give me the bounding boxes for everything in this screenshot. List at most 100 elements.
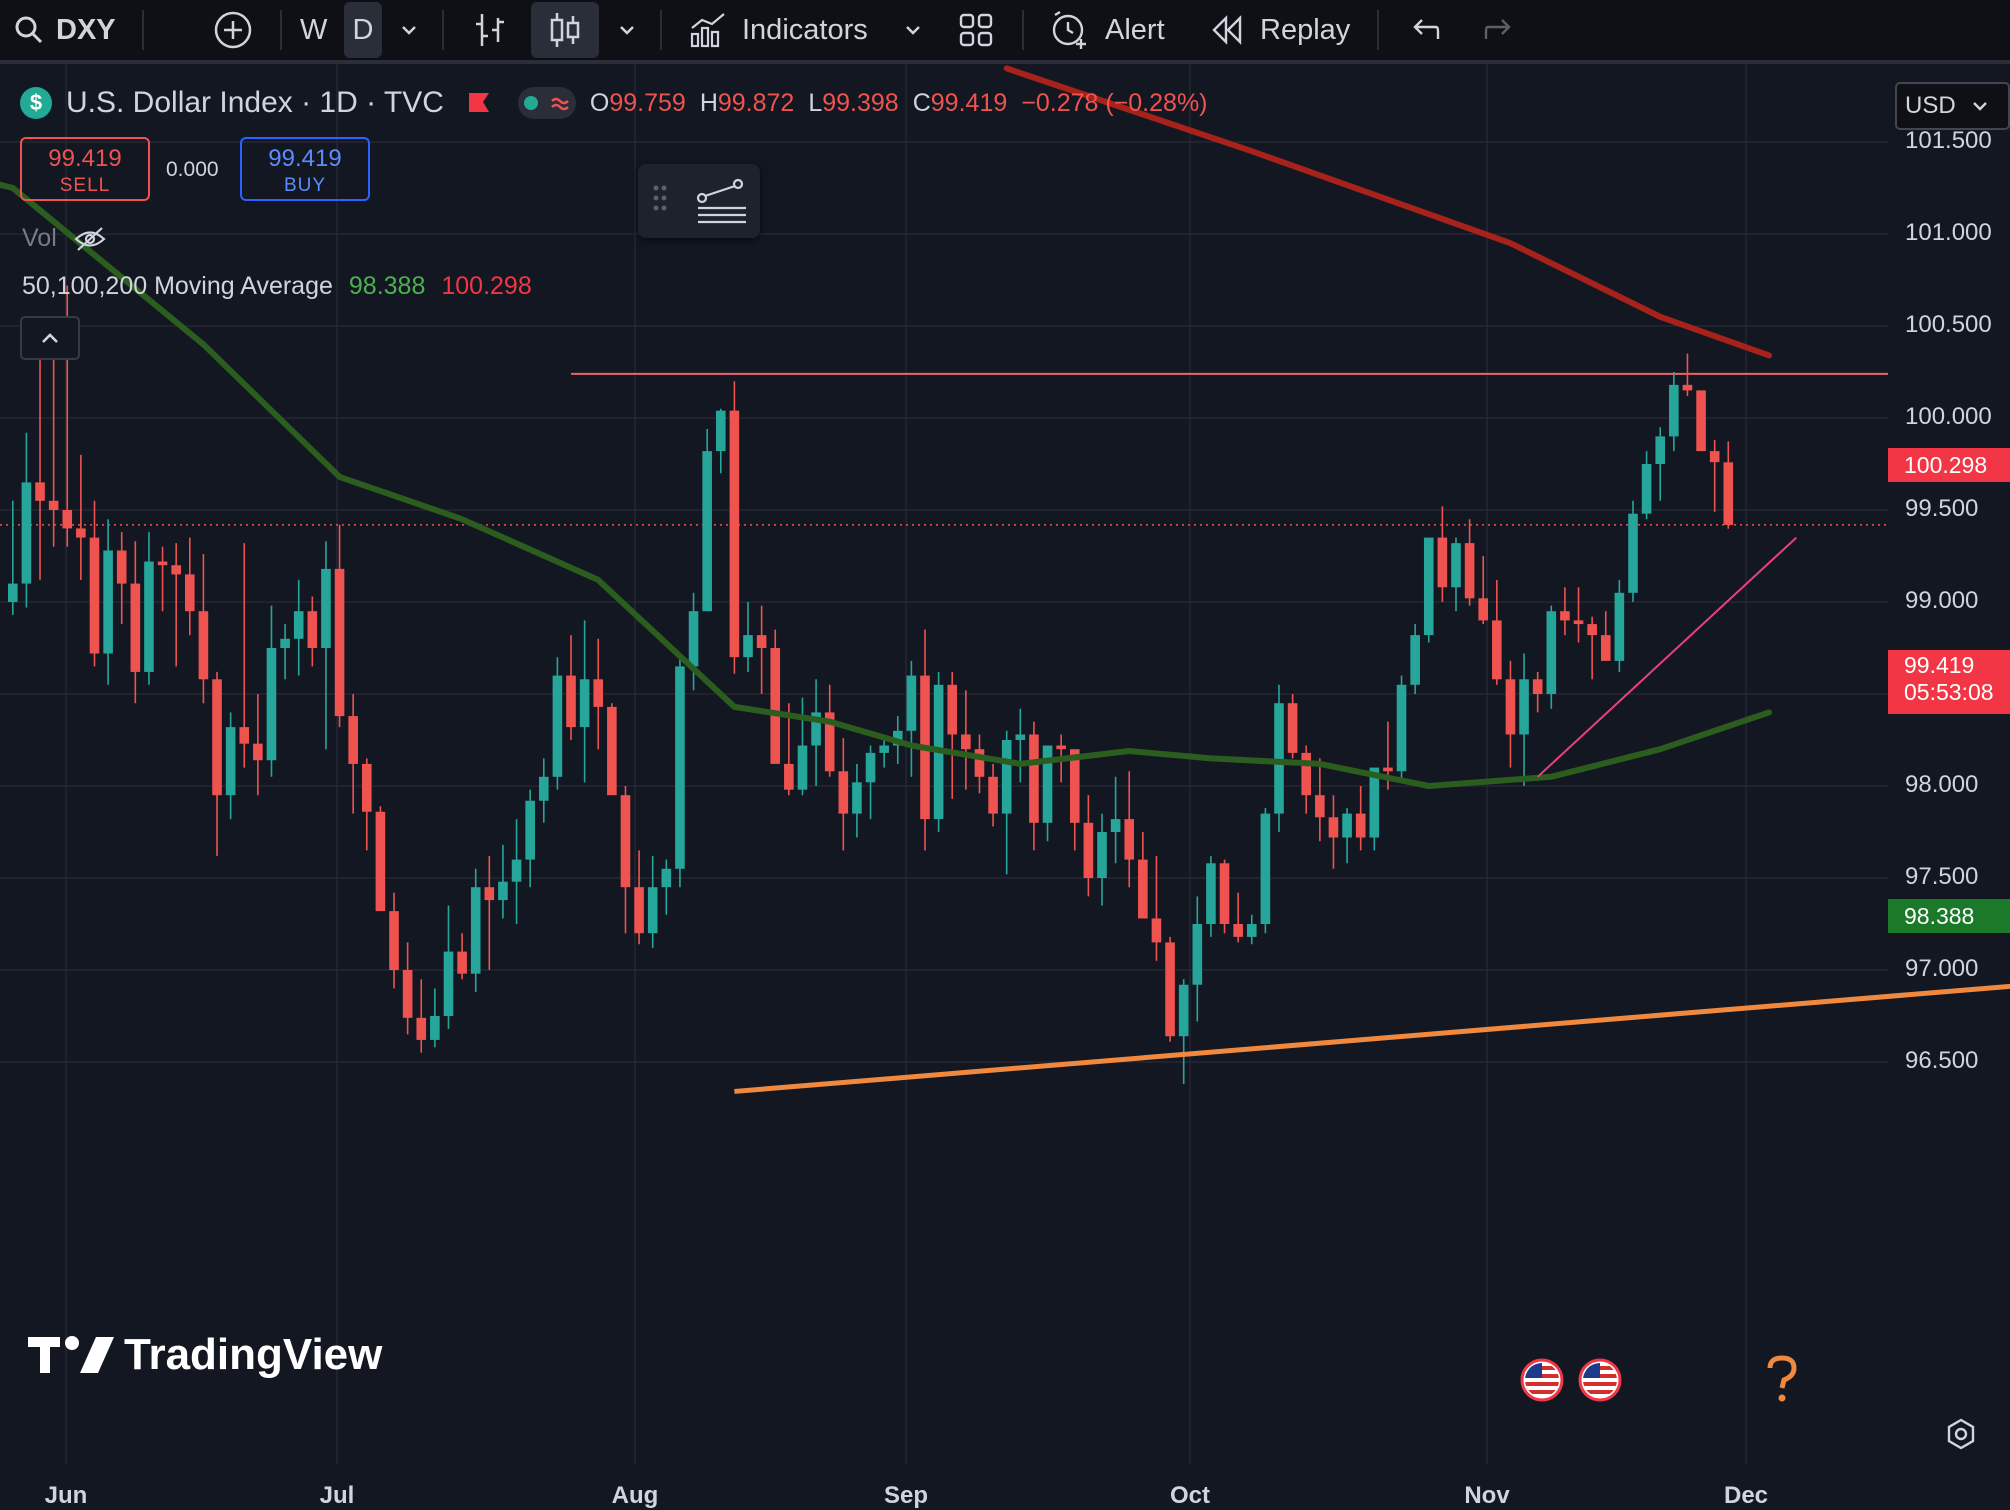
floating-drawing-toolbar[interactable] [638, 164, 760, 238]
indicators-button[interactable]: Indicators [688, 0, 868, 60]
candle-body [361, 763, 372, 812]
alert-button[interactable]: Alert [1049, 0, 1165, 60]
interval-weekly[interactable]: W [300, 0, 327, 60]
toolbar-divider [280, 10, 282, 50]
interval-weekly-label: W [300, 13, 328, 46]
candle [1301, 745, 1312, 814]
eye-hidden-icon[interactable] [73, 226, 107, 252]
last-price-tag: 99.419 05:53:08 [1888, 650, 2010, 714]
toolbar-divider [1377, 10, 1379, 50]
candle-body [1342, 813, 1352, 838]
sell-button[interactable]: 99.419 SELL [20, 137, 150, 201]
candle [498, 844, 508, 919]
candle-body [511, 859, 522, 882]
candle-body [906, 675, 917, 731]
price-axis-label: 101.000 [1905, 219, 1992, 246]
candle-body [443, 951, 454, 1016]
economic-events[interactable] [1520, 1358, 1622, 1402]
candle-body [1464, 543, 1475, 599]
price-axis-label: 96.500 [1905, 1047, 1979, 1074]
candle [824, 684, 835, 777]
interval-daily[interactable]: D [344, 2, 382, 58]
candle-body [1206, 863, 1216, 924]
us-flag-icon[interactable] [1578, 1358, 1622, 1402]
candle [239, 543, 250, 768]
redo-button[interactable] [1482, 0, 1516, 60]
replay-button[interactable]: Replay [1210, 0, 1350, 60]
chart-type-dropdown[interactable] [616, 0, 638, 60]
high-value: 99.872 [717, 88, 795, 117]
candle [171, 543, 181, 667]
tradingview-watermark: TradingView [26, 1330, 382, 1380]
candle-body [225, 727, 236, 796]
candle-body [1451, 543, 1461, 588]
candle [1206, 855, 1216, 937]
candle [1655, 427, 1666, 501]
candle-body [688, 611, 699, 667]
indicators-dropdown[interactable] [902, 0, 924, 60]
candle [1478, 556, 1489, 625]
candle-body [198, 611, 209, 680]
candle [253, 694, 263, 796]
candle-body [811, 712, 821, 746]
candle-body [8, 583, 18, 602]
symbol-search[interactable]: DXY [14, 0, 116, 60]
candle [361, 758, 372, 851]
candle [484, 855, 495, 970]
candle-body [1587, 624, 1597, 636]
price-axis-label: 100.500 [1905, 311, 1992, 338]
candle [1410, 624, 1420, 694]
close-label: C [912, 88, 931, 117]
compare-symbol-button[interactable] [213, 0, 253, 60]
toolbar-divider [142, 10, 144, 50]
trend-line-tool-icon[interactable] [694, 176, 750, 226]
undo-button[interactable] [1408, 0, 1442, 60]
price-chart[interactable] [0, 64, 2010, 1472]
collapse-legend-button[interactable] [20, 316, 80, 360]
settings-gear-icon[interactable] [1944, 1417, 1978, 1451]
reference-lines [0, 372, 1888, 526]
candle-body [1696, 390, 1706, 452]
candle [675, 653, 685, 888]
chart-area[interactable]: $ U.S. Dollar Index · 1D · TVC O 99.759 H… [0, 64, 2010, 1509]
legend-main: $ U.S. Dollar Index · 1D · TVC O 99.759 H… [20, 86, 1208, 120]
layout-templates-button[interactable] [958, 0, 994, 60]
market-status-pill[interactable] [517, 87, 576, 119]
candle [1464, 519, 1475, 606]
add-circle-icon [214, 11, 252, 49]
last-price: 99.419 [1904, 652, 1975, 678]
currency-selector[interactable]: USD [1895, 82, 2010, 130]
candle-body [661, 868, 672, 888]
candle-body [538, 776, 549, 801]
chart-title[interactable]: U.S. Dollar Index · 1D · TVC [66, 86, 444, 119]
buy-button[interactable]: 99.419 BUY [240, 137, 370, 201]
moving-average-legend[interactable]: 50,100,200 Moving Average 98.388 100.298 [22, 272, 532, 301]
candle [1696, 390, 1706, 452]
volume-legend[interactable]: Vol [22, 224, 107, 253]
candle-body [1178, 984, 1189, 1037]
replay-label: Replay [1260, 13, 1351, 46]
chevron-up-icon [42, 333, 58, 343]
candle [1709, 440, 1720, 512]
candle [1519, 653, 1529, 786]
candle-body [1410, 635, 1420, 685]
question-mark-icon[interactable] [1762, 1354, 1802, 1404]
price-axis-label: 99.000 [1905, 587, 1979, 614]
moving-averages [0, 65, 1773, 789]
ma-value-1: 98.388 [348, 272, 426, 300]
candle [1560, 587, 1570, 636]
candle-body [498, 881, 508, 901]
candle [1260, 808, 1271, 934]
drag-handle-icon[interactable] [638, 164, 760, 238]
candle-body [566, 675, 576, 728]
bar-chart-type-button[interactable] [472, 0, 508, 60]
candle [906, 660, 917, 777]
drawings[interactable] [734, 536, 2010, 1094]
flag-icon[interactable] [466, 90, 492, 116]
interval-dropdown[interactable] [398, 0, 420, 60]
candles-chart-type-button[interactable] [531, 2, 599, 58]
candle [21, 432, 32, 608]
candle [756, 605, 767, 694]
candle-body [743, 635, 753, 658]
us-flag-icon[interactable] [1520, 1358, 1564, 1402]
